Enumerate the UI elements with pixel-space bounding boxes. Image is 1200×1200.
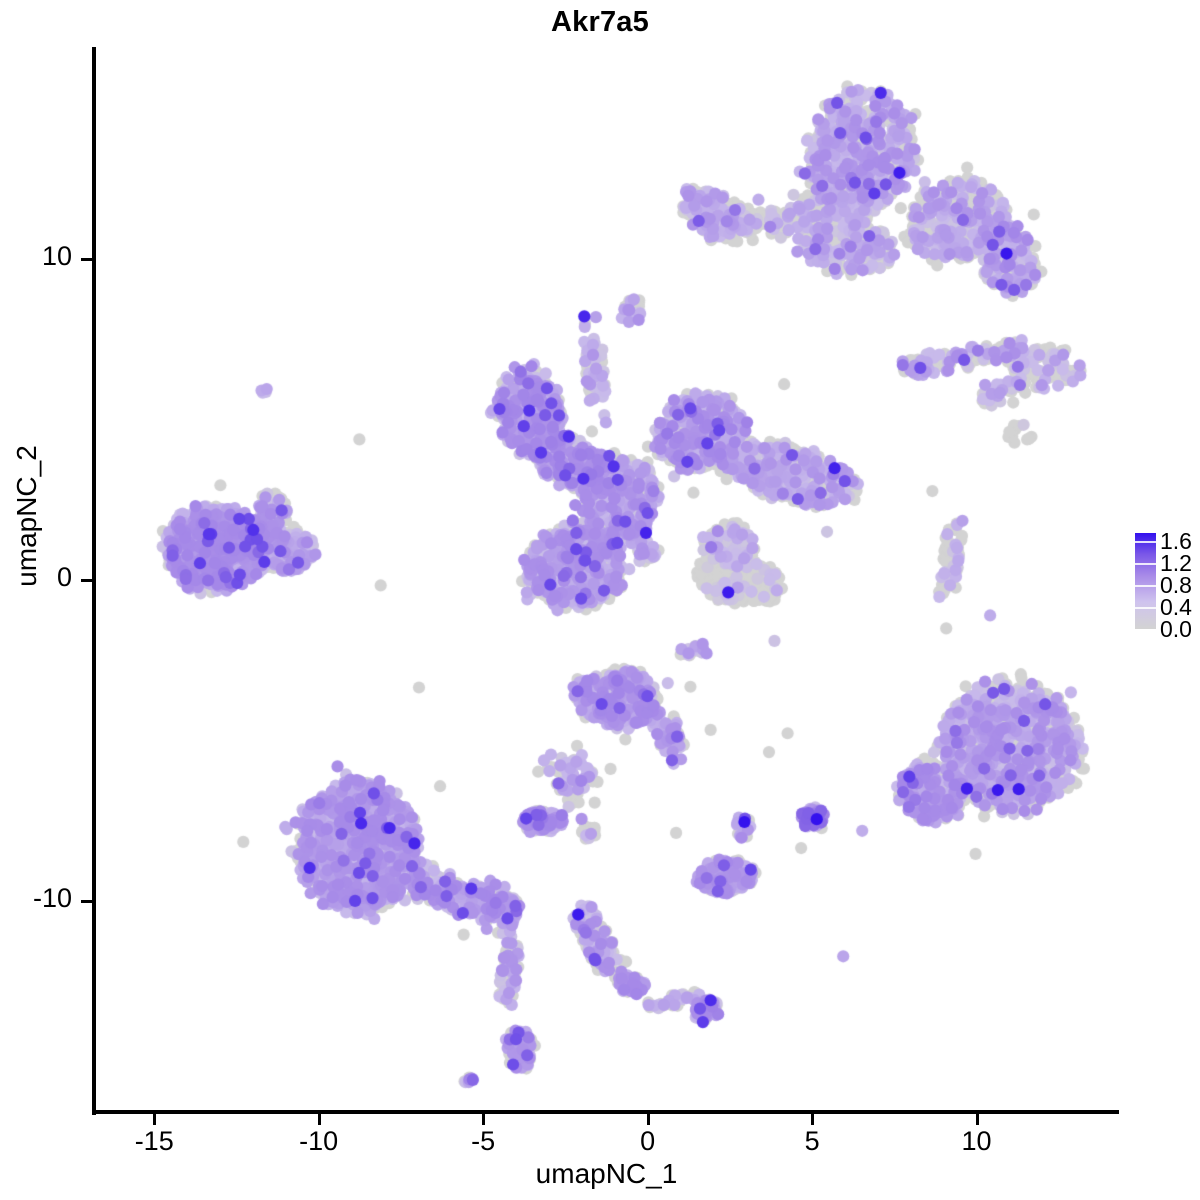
colorbar-tick-label: 0.4: [1160, 594, 1192, 621]
plot-panel: [95, 47, 1118, 1113]
x-axis-label: umapNC_1: [535, 1158, 678, 1189]
y-tick-mark: [81, 257, 92, 261]
y-tick-label: 10: [41, 240, 72, 271]
x-tick-mark: [811, 1114, 815, 1125]
colorbar-tick-label: 0.0: [1160, 616, 1192, 642]
colorbar-tick-label: 0.8: [1160, 572, 1192, 599]
x-tick-mark: [646, 1114, 650, 1125]
colorbar-gradient: [1135, 533, 1156, 629]
colorbar-tick-label: 1.6: [1160, 528, 1192, 555]
x-tick-label: 0: [640, 1126, 656, 1156]
y-axis-label: umapNC_2: [11, 445, 42, 587]
y-tick-mark: [81, 900, 92, 904]
colorbar-tick-mark: [1135, 607, 1156, 610]
x-tick-label: -5: [471, 1126, 496, 1156]
colorbar-tick-label: 1.2: [1160, 550, 1192, 577]
x-tick-mark: [153, 1114, 157, 1125]
colorbar-tick-mark: [1135, 541, 1156, 544]
x-tick-label: 5: [804, 1126, 820, 1156]
y-tick-mark: [81, 579, 92, 582]
colorbar-tick-mark: [1135, 563, 1156, 566]
x-tick-label: -15: [134, 1126, 174, 1156]
page-title: Akr7a5: [551, 6, 649, 38]
scatter-points-layer: [95, 47, 1118, 1113]
x-tick-label: 10: [961, 1126, 992, 1156]
colorbar-legend: 0.0 0.4 0.8 1.2 1.6: [1130, 528, 1200, 642]
y-axis-line: [92, 47, 96, 1115]
colorbar-tick-mark: [1135, 629, 1156, 631]
y-tick-label: 0: [56, 562, 72, 592]
x-tick-mark: [975, 1114, 979, 1125]
colorbar-tick-mark: [1135, 585, 1156, 588]
y-tick-label: -10: [32, 883, 72, 914]
x-axis-line: [92, 1110, 1119, 1114]
x-tick-mark: [482, 1114, 486, 1125]
x-tick-mark: [317, 1114, 321, 1125]
x-tick-label: -10: [299, 1126, 339, 1156]
